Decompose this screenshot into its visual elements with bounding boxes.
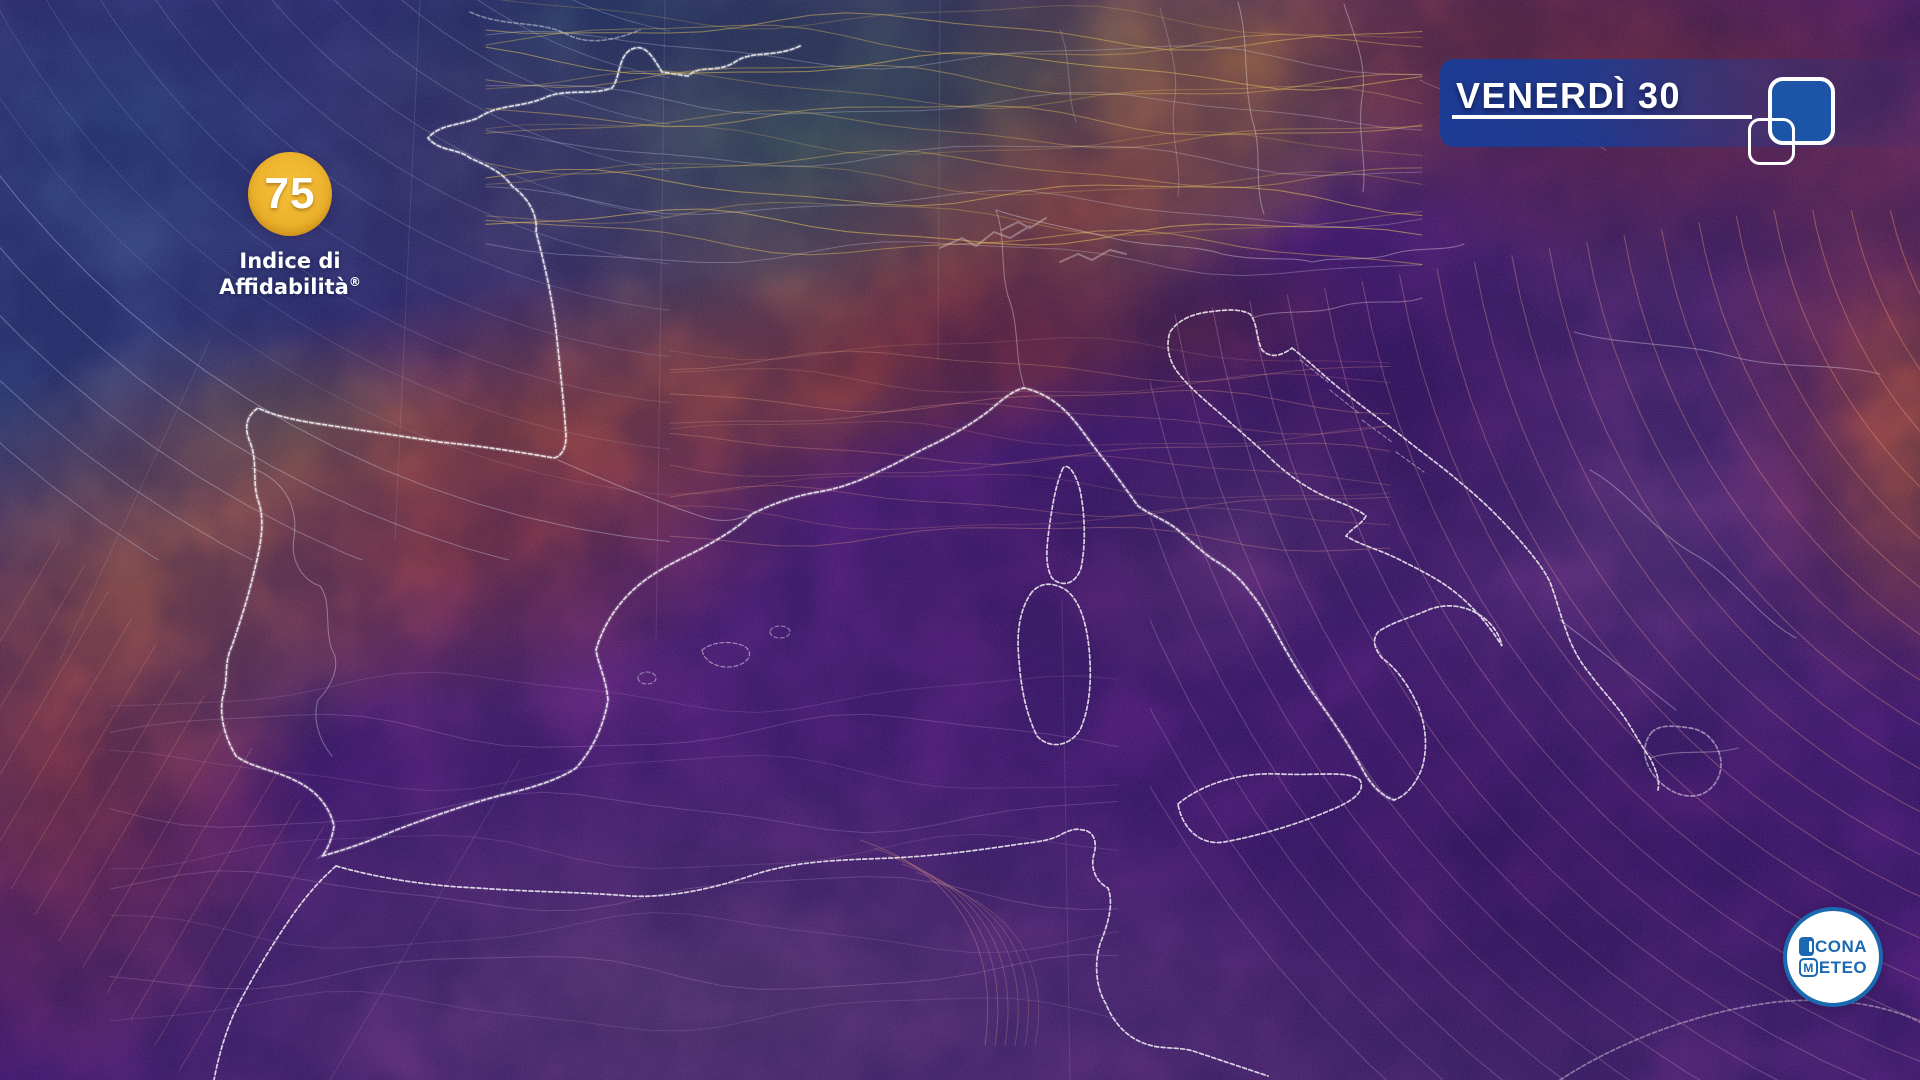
reliability-index-circle: 75 [248,152,332,236]
reliability-index-badge: 75 Indice di Affidabilità® [190,152,390,301]
logo-line-2: M ETEO [1798,957,1867,978]
reliability-index-label: Indice di Affidabilità® [219,249,361,300]
wind-streamlines-atlantic [0,0,670,560]
graticule-lines [59,0,1071,1080]
coastlines [213,11,1920,1080]
wind-streamlines-tunisia [859,839,1040,1046]
meteo-square-icon: M [1798,958,1818,977]
channel-squares-icon [1768,77,1835,145]
iconameteo-logo: CONA M ETEO [1783,907,1883,1007]
channel-square-outline-icon [1748,118,1795,165]
wind-streamlines-north [485,0,1423,277]
logo-line-1: CONA [1798,936,1867,957]
reliability-index-value: 75 [264,169,316,218]
icona-square-icon [1798,937,1814,956]
date-banner: VENERDÌ 30 [1440,59,1920,165]
wind-streamlines-aegean [1150,210,1920,1080]
wind-streamlines-tyrrhenian [669,336,1391,552]
wind-streamlines-west [0,539,325,1072]
wind-streamlines-south [109,671,1119,1032]
date-label: VENERDÌ 30 [1456,75,1682,116]
registered-mark: ® [348,275,361,290]
date-underline [1452,115,1752,119]
country-borders [251,1,1881,759]
